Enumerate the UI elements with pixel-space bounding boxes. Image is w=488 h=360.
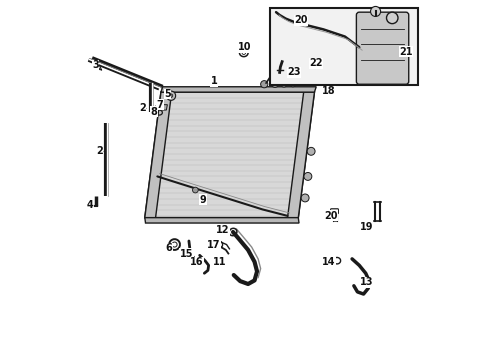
Polygon shape [144, 92, 171, 218]
Text: 9: 9 [200, 195, 206, 205]
Circle shape [304, 172, 311, 180]
Text: 23: 23 [286, 67, 300, 77]
Text: 20: 20 [323, 211, 337, 221]
Text: 2: 2 [139, 103, 145, 113]
FancyBboxPatch shape [356, 12, 408, 84]
Circle shape [169, 94, 172, 98]
Text: 7: 7 [157, 100, 163, 110]
Circle shape [166, 91, 175, 100]
Bar [269, 8, 418, 85]
Text: 3: 3 [92, 60, 99, 70]
Circle shape [386, 12, 397, 24]
Text: 2: 2 [96, 146, 102, 156]
Text: 21: 21 [398, 46, 412, 57]
Text: 6: 6 [165, 243, 172, 253]
Circle shape [289, 80, 296, 87]
Text: 22: 22 [309, 58, 322, 68]
Polygon shape [144, 92, 314, 218]
Polygon shape [161, 105, 167, 110]
Text: 13: 13 [359, 277, 372, 287]
Text: 10: 10 [237, 42, 251, 52]
Text: 18: 18 [321, 86, 335, 96]
Polygon shape [161, 87, 316, 92]
Circle shape [280, 80, 287, 87]
Text: 17: 17 [207, 240, 220, 250]
Circle shape [370, 6, 380, 17]
Text: 14: 14 [322, 257, 335, 267]
Circle shape [192, 187, 198, 193]
FancyBboxPatch shape [301, 13, 309, 19]
FancyBboxPatch shape [330, 209, 338, 214]
Text: 8: 8 [150, 107, 157, 117]
Text: 5: 5 [163, 89, 170, 99]
Text: 15: 15 [179, 248, 193, 258]
Text: 20: 20 [294, 15, 307, 26]
Text: 19: 19 [359, 222, 372, 232]
Circle shape [260, 81, 267, 88]
Text: 4: 4 [87, 200, 94, 210]
Polygon shape [287, 92, 314, 218]
Circle shape [271, 80, 278, 87]
Text: 1: 1 [210, 76, 217, 86]
Circle shape [301, 194, 308, 202]
Text: 16: 16 [190, 257, 203, 267]
Polygon shape [144, 218, 298, 223]
Circle shape [306, 147, 314, 155]
Text: 11: 11 [212, 257, 225, 267]
Text: 12: 12 [216, 225, 229, 235]
